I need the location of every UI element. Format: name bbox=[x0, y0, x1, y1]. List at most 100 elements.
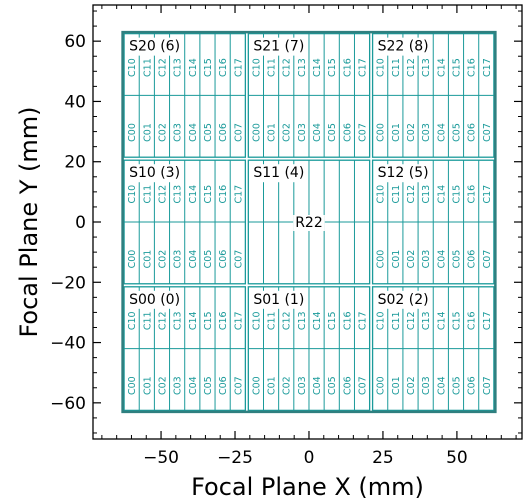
x-tick-label: 0 bbox=[304, 448, 315, 468]
segment-label: C14 bbox=[188, 311, 199, 330]
segment-label: C10 bbox=[376, 185, 387, 204]
sensor-name-label: S01 (1) bbox=[253, 292, 304, 308]
raft-layer: R22 bbox=[121, 30, 497, 414]
segment-label: C01 bbox=[391, 123, 402, 142]
segment-label: C13 bbox=[173, 311, 184, 330]
segment-label: C06 bbox=[467, 250, 478, 269]
segment-label: C05 bbox=[203, 123, 214, 142]
sensor-label-background bbox=[252, 290, 307, 309]
segment-label: C01 bbox=[267, 376, 278, 395]
segment-label: C02 bbox=[406, 250, 417, 269]
segment-label: C16 bbox=[218, 311, 229, 330]
segment-label: C17 bbox=[358, 58, 369, 77]
segment-label: C02 bbox=[157, 123, 168, 142]
segment-label: C00 bbox=[376, 123, 387, 142]
axes-layer: −50 −25 0 25 50 −60 −40 −20 0 20 40 60 bbox=[50, 4, 523, 468]
sensor-name-label: S22 (8) bbox=[378, 39, 429, 55]
segment-label: C00 bbox=[251, 123, 262, 142]
segment-label: C12 bbox=[406, 311, 417, 330]
segment-label: C16 bbox=[467, 311, 478, 330]
segment-label: C02 bbox=[282, 376, 293, 395]
segment-label: C06 bbox=[218, 250, 229, 269]
segment-label: C01 bbox=[142, 250, 153, 269]
segment-label: C13 bbox=[421, 58, 432, 77]
sensor-name-label: S00 (0) bbox=[129, 292, 180, 308]
segment-label: C14 bbox=[436, 185, 447, 204]
segment-label: C12 bbox=[157, 58, 168, 77]
sensor-s02: C10 C00 C11 C01 C12 C02 C13 C03 C14 C04 C15 C05 C16 C… bbox=[371, 286, 495, 412]
segment-label: C10 bbox=[251, 311, 262, 330]
segment-label: C14 bbox=[436, 311, 447, 330]
segment-label: C06 bbox=[342, 123, 353, 142]
segment-label: C12 bbox=[406, 58, 417, 77]
segment-label: C04 bbox=[436, 123, 447, 142]
sensors-layer: C10 C00 C11 C01 C12 C02 C13 C03 C14 C04 C15 C05 C16 C… bbox=[123, 32, 495, 412]
sensor-name-label: S12 (5) bbox=[378, 165, 429, 181]
segment-label: C11 bbox=[391, 58, 402, 77]
segment-label: C04 bbox=[188, 376, 199, 395]
segment-label: C03 bbox=[421, 123, 432, 142]
segment-label: C13 bbox=[297, 58, 308, 77]
x-tick-label: −50 bbox=[143, 448, 179, 468]
segment-label: C03 bbox=[421, 376, 432, 395]
y-tick-label: −60 bbox=[50, 394, 86, 414]
segment-label: C10 bbox=[376, 311, 387, 330]
segment-label: C10 bbox=[251, 58, 262, 77]
sensor-name-label: S21 (7) bbox=[253, 39, 304, 55]
segment-label: C14 bbox=[312, 311, 323, 330]
segment-label: C16 bbox=[467, 58, 478, 77]
segment-label: C15 bbox=[203, 58, 214, 77]
segment-label: C00 bbox=[376, 250, 387, 269]
segment-label: C12 bbox=[282, 311, 293, 330]
y-tick-label: 40 bbox=[64, 92, 86, 112]
segment-label: C01 bbox=[391, 376, 402, 395]
sensor-label-background bbox=[376, 290, 431, 309]
segment-label: C15 bbox=[203, 311, 214, 330]
segment-label: C07 bbox=[482, 123, 493, 142]
segment-label: C07 bbox=[358, 123, 369, 142]
segment-label: C11 bbox=[391, 311, 402, 330]
segment-label: C07 bbox=[233, 123, 244, 142]
segment-label: C05 bbox=[203, 250, 214, 269]
segment-label: C13 bbox=[421, 185, 432, 204]
segment-label: C06 bbox=[342, 376, 353, 395]
segment-label: C02 bbox=[406, 376, 417, 395]
segment-label: C03 bbox=[173, 376, 184, 395]
segment-label: C15 bbox=[327, 58, 338, 77]
segment-label: C17 bbox=[233, 311, 244, 330]
x-tick-label: 50 bbox=[446, 448, 468, 468]
segment-label: C10 bbox=[127, 185, 138, 204]
segment-label: C04 bbox=[436, 250, 447, 269]
segment-label: C07 bbox=[233, 250, 244, 269]
segment-label: C11 bbox=[267, 311, 278, 330]
sensor-name-label: S11 (4) bbox=[253, 165, 304, 181]
segment-label: C06 bbox=[467, 123, 478, 142]
segment-label: C14 bbox=[188, 58, 199, 77]
y-tick-label: −40 bbox=[50, 334, 86, 354]
segment-label: C16 bbox=[218, 185, 229, 204]
segment-label: C13 bbox=[421, 311, 432, 330]
segment-label: C12 bbox=[282, 58, 293, 77]
y-tick-label: −20 bbox=[50, 273, 86, 293]
segment-label: C06 bbox=[467, 376, 478, 395]
segment-label: C00 bbox=[376, 376, 387, 395]
raft-label: R22 bbox=[295, 215, 323, 231]
segment-label: C17 bbox=[482, 311, 493, 330]
segment-label: C15 bbox=[451, 185, 462, 204]
x-tick-label: −25 bbox=[217, 448, 253, 468]
raft-outline bbox=[121, 30, 497, 414]
segment-label: C04 bbox=[312, 123, 323, 142]
segment-label: C16 bbox=[342, 311, 353, 330]
segment-label: C00 bbox=[251, 376, 262, 395]
segment-label: C14 bbox=[312, 58, 323, 77]
segment-label: C03 bbox=[173, 123, 184, 142]
y-tick-label: 60 bbox=[64, 32, 86, 52]
segment-label: C11 bbox=[142, 58, 153, 77]
y-tick-label: 0 bbox=[75, 213, 86, 233]
segment-label: C03 bbox=[297, 376, 308, 395]
segment-label: C11 bbox=[267, 58, 278, 77]
segment-label: C04 bbox=[188, 123, 199, 142]
y-axis-title: Focal Plane Y (mm) bbox=[15, 106, 43, 337]
segment-label: C12 bbox=[157, 185, 168, 204]
